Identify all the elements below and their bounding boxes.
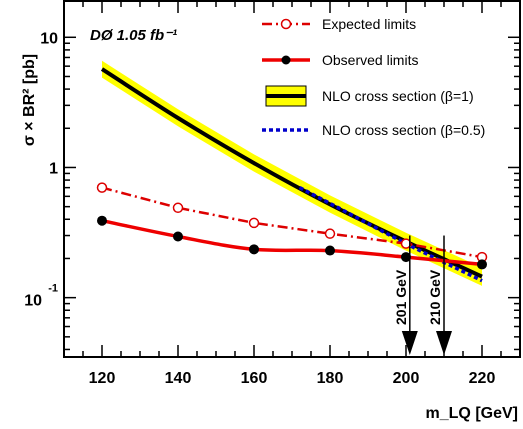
limit-arrow-label: 210 GeV: [427, 269, 443, 325]
observed-limits-point: [97, 215, 107, 226]
limit-arrow-head: [401, 331, 418, 355]
x-tick-label: 160: [241, 370, 268, 387]
expected-limits-point: [324, 228, 336, 239]
observed-limits-point: [325, 245, 335, 256]
observed-limits-point: [477, 259, 487, 270]
observed-limits-point: [249, 244, 259, 255]
y-tick-exponent: -1: [48, 283, 58, 295]
legend-nlo-beta1-label: NLO cross section (β=1): [322, 88, 474, 104]
y-axis-label: σ × BR² [pb]: [21, 54, 38, 146]
legend-expected-marker: [280, 18, 292, 30]
x-tick-label: 180: [317, 370, 344, 387]
observed-limits-point: [173, 231, 183, 242]
observed-limits-line: [101, 218, 483, 267]
limit-arrow-head: [436, 331, 452, 355]
legend-observed-marker: [281, 55, 291, 65]
legend-expected-label: Expected limits: [322, 16, 416, 32]
band-layer: [102, 60, 482, 286]
expected-limits-point: [248, 217, 260, 229]
x-tick-label: 140: [165, 370, 192, 387]
y-tick-label: 10: [40, 30, 58, 47]
y-tick-label: 1: [49, 160, 58, 177]
legend-nlo-beta05-label: NLO cross section (β=0.5): [322, 122, 485, 138]
arrow-layer: 201 GeV 210 GeV: [393, 235, 452, 355]
legend-observed-label: Observed limits: [322, 52, 418, 68]
y-tick-label: 10: [24, 293, 42, 310]
legend-layer: Expected limits Observed limits NLO cross …: [262, 16, 485, 138]
nlo-beta1-line: [100, 67, 483, 279]
x-tick-label: 220: [469, 370, 496, 387]
tick-layer: 120 140 160 180 200 220 -1 10 1 10: [24, 1, 521, 387]
limit-arrow-label: 201 GeV: [393, 269, 409, 325]
x-tick-label: 120: [89, 370, 116, 387]
expected-limits-line: [101, 186, 483, 259]
expected-limits-point: [96, 182, 108, 193]
experiment-annotation: DØ 1.05 fb⁻¹: [90, 27, 177, 44]
x-axis-label: m_LQ [GeV]: [426, 405, 518, 422]
x-tick-label: 200: [393, 370, 420, 387]
series-layer: [96, 67, 488, 283]
expected-limits-point: [172, 202, 184, 214]
nlo-beta1-band: [102, 60, 482, 286]
nlo-beta05-line: [298, 186, 483, 283]
